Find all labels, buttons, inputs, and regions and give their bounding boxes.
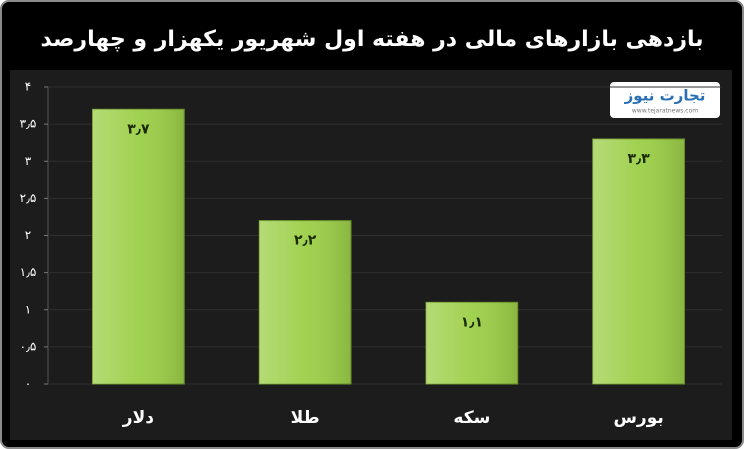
y-tick-label: ۱٫۵ xyxy=(20,265,37,279)
value-label: ۳٫۳ xyxy=(627,151,650,167)
x-tick-label: سکه xyxy=(453,408,490,428)
y-tick-label: ۳ xyxy=(25,154,32,168)
chart-title: بازدهی بازارهای مالی در هفته اول شهریور … xyxy=(40,27,703,52)
logo-name: تجارت نیوز xyxy=(624,87,706,105)
bar-shine xyxy=(592,138,685,384)
y-tick-label: ۲ xyxy=(25,228,31,242)
logo-url: www.tejaratnews.com xyxy=(632,108,698,115)
y-tick-label: ۱ xyxy=(25,302,31,316)
logo: تجارت نیوز www.tejaratnews.com xyxy=(610,82,720,118)
y-tick-label: ۳٫۵ xyxy=(20,117,37,131)
bar-shine xyxy=(259,220,351,384)
logo-box xyxy=(610,82,720,118)
y-tick-label: ۰ xyxy=(25,377,31,391)
bar-shine xyxy=(426,302,518,384)
bar-shine xyxy=(92,109,185,385)
y-tick-label: ۴ xyxy=(25,80,31,94)
value-label: ۱٫۱ xyxy=(461,314,483,330)
y-tick-label: ۰٫۵ xyxy=(20,339,37,353)
x-tick-label: دلار xyxy=(122,408,154,428)
value-label: ۲٫۲ xyxy=(294,233,317,249)
x-tick-label: بورس xyxy=(613,408,663,428)
x-tick-label: طلا xyxy=(291,408,320,428)
y-tick-label: ۲٫۵ xyxy=(20,191,37,205)
value-label: ۳٫۷ xyxy=(127,121,150,137)
